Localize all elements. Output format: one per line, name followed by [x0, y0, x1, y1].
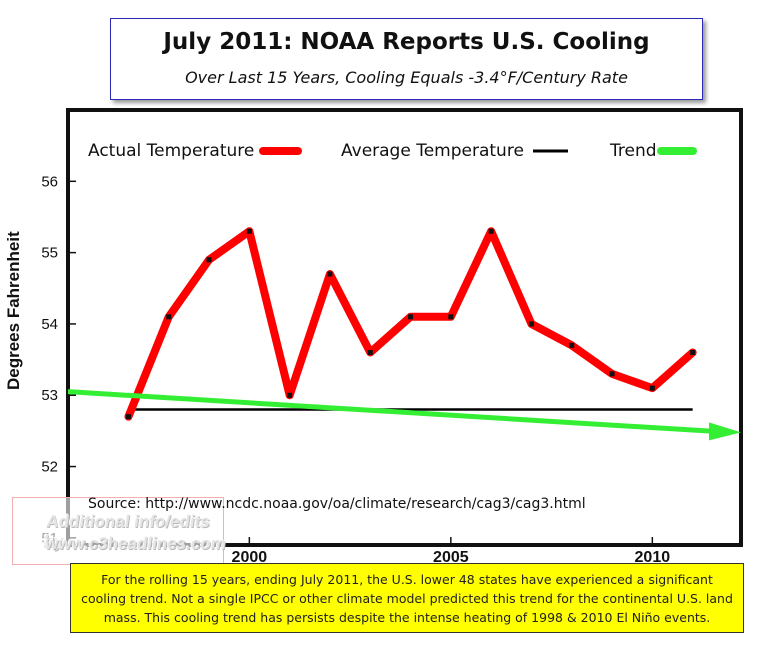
chart-title: July 2011: NOAA Reports U.S. Cooling	[163, 29, 650, 55]
data-point-2010	[649, 385, 655, 391]
plot-frame	[66, 108, 743, 547]
y-axis-label: Degrees Fahrenheit	[4, 231, 23, 390]
y-tick-label-54: 54	[41, 316, 58, 333]
trend-arrowhead	[709, 422, 741, 441]
data-point-2002	[327, 271, 333, 277]
y-tick-label-53: 53	[41, 387, 58, 404]
data-point-1998	[166, 314, 172, 320]
y-tick-label-55: 55	[41, 245, 58, 262]
series-line-trend	[67, 389, 716, 434]
legend-label-actual-temperature: Actual Temperature	[88, 141, 254, 161]
data-point-2003	[367, 349, 373, 355]
x-tick-label-2010: 2010	[635, 549, 671, 566]
watermark-line-2: www.c3headlines.com	[43, 534, 228, 553]
y-tick-label-52: 52	[41, 459, 58, 476]
data-point-2011	[690, 349, 696, 355]
data-point-1997	[125, 414, 131, 420]
x-tick-label-2000: 2000	[232, 549, 268, 566]
footnote-box: For the rolling 15 years, ending July 20…	[70, 563, 744, 633]
data-point-2004	[408, 314, 414, 320]
data-point-2009	[609, 371, 615, 377]
watermark: Additional info/edits by www.c3headlines…	[12, 497, 227, 565]
data-point-2008	[569, 342, 575, 348]
legend-label-average-temperature: Average Temperature	[341, 141, 524, 161]
source-citation: Source: http://www.ncdc.noaa.gov/oa/clim…	[88, 496, 586, 512]
chart-subtitle: Over Last 15 Years, Cooling Equals -3.4°…	[185, 68, 628, 87]
legend-label-trend: Trend	[609, 141, 657, 161]
data-point-2005	[448, 314, 454, 320]
data-point-2007	[528, 321, 534, 327]
data-point-1999	[206, 257, 212, 263]
data-point-2001	[287, 392, 293, 398]
chart-title-box: July 2011: NOAA Reports U.S. Cooling Ove…	[110, 18, 703, 100]
x-tick-label-2005: 2005	[433, 549, 469, 566]
data-point-2006	[488, 228, 494, 234]
y-tick-label-56: 56	[41, 173, 58, 190]
data-point-2000	[246, 228, 252, 234]
